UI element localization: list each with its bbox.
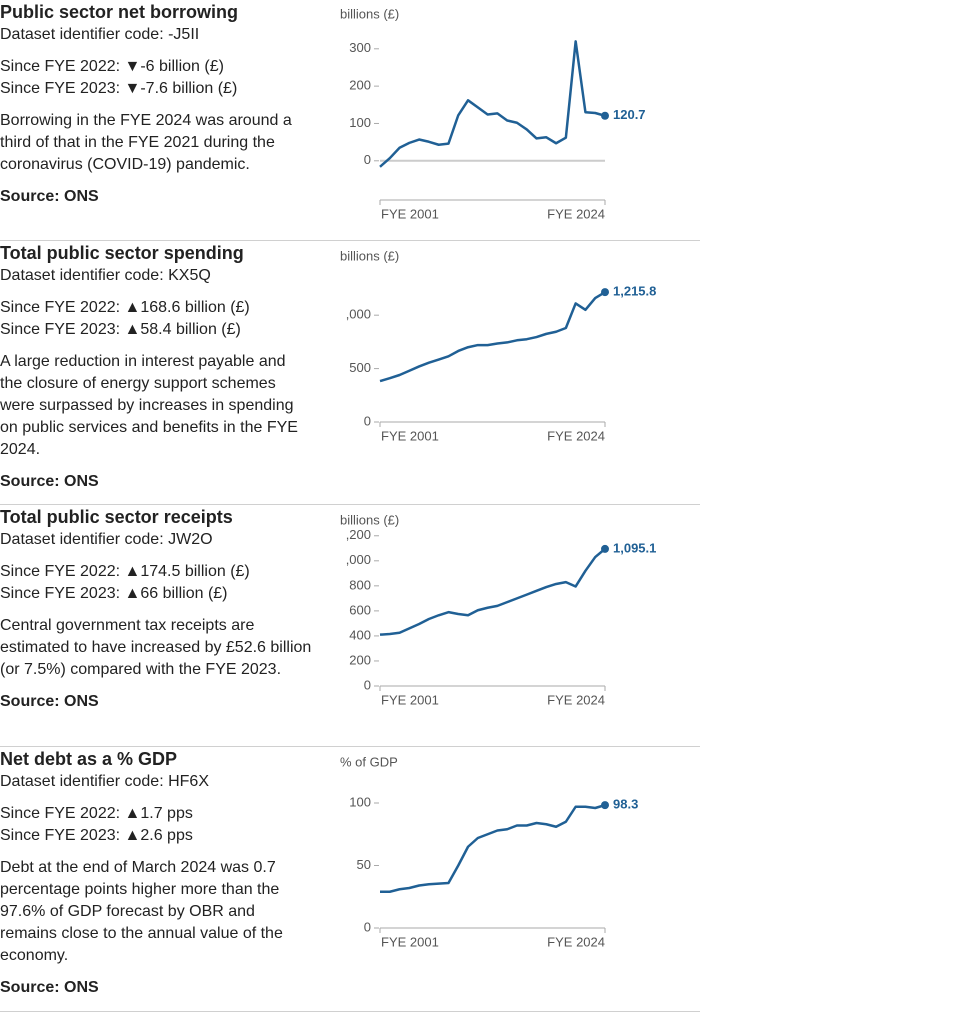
section: Total public sector receipts Dataset iden… — [0, 505, 700, 747]
text-column: Total public sector receipts Dataset iden… — [0, 505, 312, 713]
y-tick-label: 0 — [364, 152, 371, 167]
data-line — [379, 291, 606, 383]
data-line — [380, 803, 606, 893]
y-tick-label: 200 — [349, 78, 371, 93]
dataset-code: Dataset identifier code: KX5Q — [0, 267, 211, 284]
end-label: 120.7 — [613, 107, 646, 122]
x-tick-label: FYE 2024 — [547, 934, 605, 949]
y-tick-label: 600 — [349, 602, 371, 617]
source: Source: ONS — [0, 693, 99, 710]
y-tick-label: 0 — [364, 919, 371, 934]
change-2022: Since FYE 2022: ▲174.5 billion (£) — [0, 563, 250, 580]
y-tick-label: 50 — [357, 857, 371, 872]
x-tick-label: FYE 2001 — [381, 206, 439, 221]
x-tick-label: FYE 2024 — [547, 206, 605, 221]
y-axis-label: billions (£) — [340, 6, 399, 21]
data-line — [379, 40, 606, 168]
description: Borrowing in the FYE 2024 was around a t… — [0, 112, 292, 173]
section: Public sector net borrowing Dataset ident… — [0, 0, 700, 241]
y-axis-label: billions (£) — [340, 512, 399, 527]
x-tick-label: FYE 2001 — [381, 428, 439, 443]
y-tick-label: 100 — [349, 115, 371, 130]
y-tick-label: 0 — [364, 413, 371, 428]
change-2022: Since FYE 2022: ▼-6 billion (£) — [0, 58, 224, 75]
dataset-code: Dataset identifier code: JW2O — [0, 531, 213, 548]
end-marker — [601, 288, 609, 297]
dataset-code: Dataset identifier code: HF6X — [0, 773, 209, 790]
change-2022: Since FYE 2022: ▲1.7 pps — [0, 805, 193, 822]
dataset-code: Dataset identifier code: -J5II — [0, 26, 200, 43]
y-tick-label: 200 — [349, 652, 371, 667]
y-tick-label: ,200 — [346, 527, 371, 542]
end-label: 1,215.8 — [613, 284, 656, 299]
end-marker — [601, 801, 609, 810]
description: A large reduction in interest payable an… — [0, 353, 298, 458]
y-tick-label: 800 — [349, 577, 371, 592]
y-axis-label: billions (£) — [340, 248, 399, 263]
section-title: Public sector net borrowing — [0, 2, 239, 22]
y-tick-label: 100 — [349, 794, 371, 809]
y-tick-label: 300 — [349, 40, 371, 55]
change-2022: Since FYE 2022: ▲168.6 billion (£) — [0, 299, 250, 316]
x-tick-label: FYE 2024 — [547, 428, 605, 443]
x-tick-label: FYE 2001 — [381, 692, 439, 707]
change-2023: Since FYE 2023: ▼-7.6 billion (£) — [0, 80, 238, 97]
end-label: 98.3 — [613, 797, 638, 812]
change-2023: Since FYE 2023: ▲66 billion (£) — [0, 585, 228, 602]
y-axis-label: % of GDP — [340, 754, 398, 769]
end-label: 1,095.1 — [613, 540, 656, 555]
source: Source: ONS — [0, 473, 99, 490]
description: Central government tax receipts are esti… — [0, 617, 312, 678]
x-tick-label: FYE 2024 — [547, 692, 605, 707]
source: Source: ONS — [0, 979, 99, 996]
y-tick-label: ,000 — [346, 307, 371, 322]
section: Total public sector spending Dataset iden… — [0, 241, 700, 505]
end-marker — [601, 544, 609, 553]
y-tick-label: 0 — [364, 677, 371, 692]
text-column: Net debt as a % GDP Dataset identifier co… — [0, 747, 312, 999]
section-title: Net debt as a % GDP — [0, 749, 178, 769]
change-2023: Since FYE 2023: ▲58.4 billion (£) — [0, 321, 241, 338]
change-2023: Since FYE 2023: ▲2.6 pps — [0, 827, 193, 844]
x-tick-label: FYE 2001 — [381, 934, 439, 949]
end-marker — [601, 111, 609, 120]
y-tick-label: 500 — [349, 360, 371, 375]
text-column: Total public sector spending Dataset iden… — [0, 241, 312, 493]
text-column: Public sector net borrowing Dataset ident… — [0, 0, 312, 208]
data-line — [379, 547, 606, 636]
y-tick-label: 400 — [349, 627, 371, 642]
section-title: Total public sector receipts — [0, 507, 233, 527]
y-tick-label: ,000 — [346, 552, 371, 567]
source: Source: ONS — [0, 188, 99, 205]
description: Debt at the end of March 2024 was 0.7 pe… — [0, 859, 283, 964]
section: Net debt as a % GDP Dataset identifier co… — [0, 747, 700, 1012]
section-title: Total public sector spending — [0, 243, 244, 263]
